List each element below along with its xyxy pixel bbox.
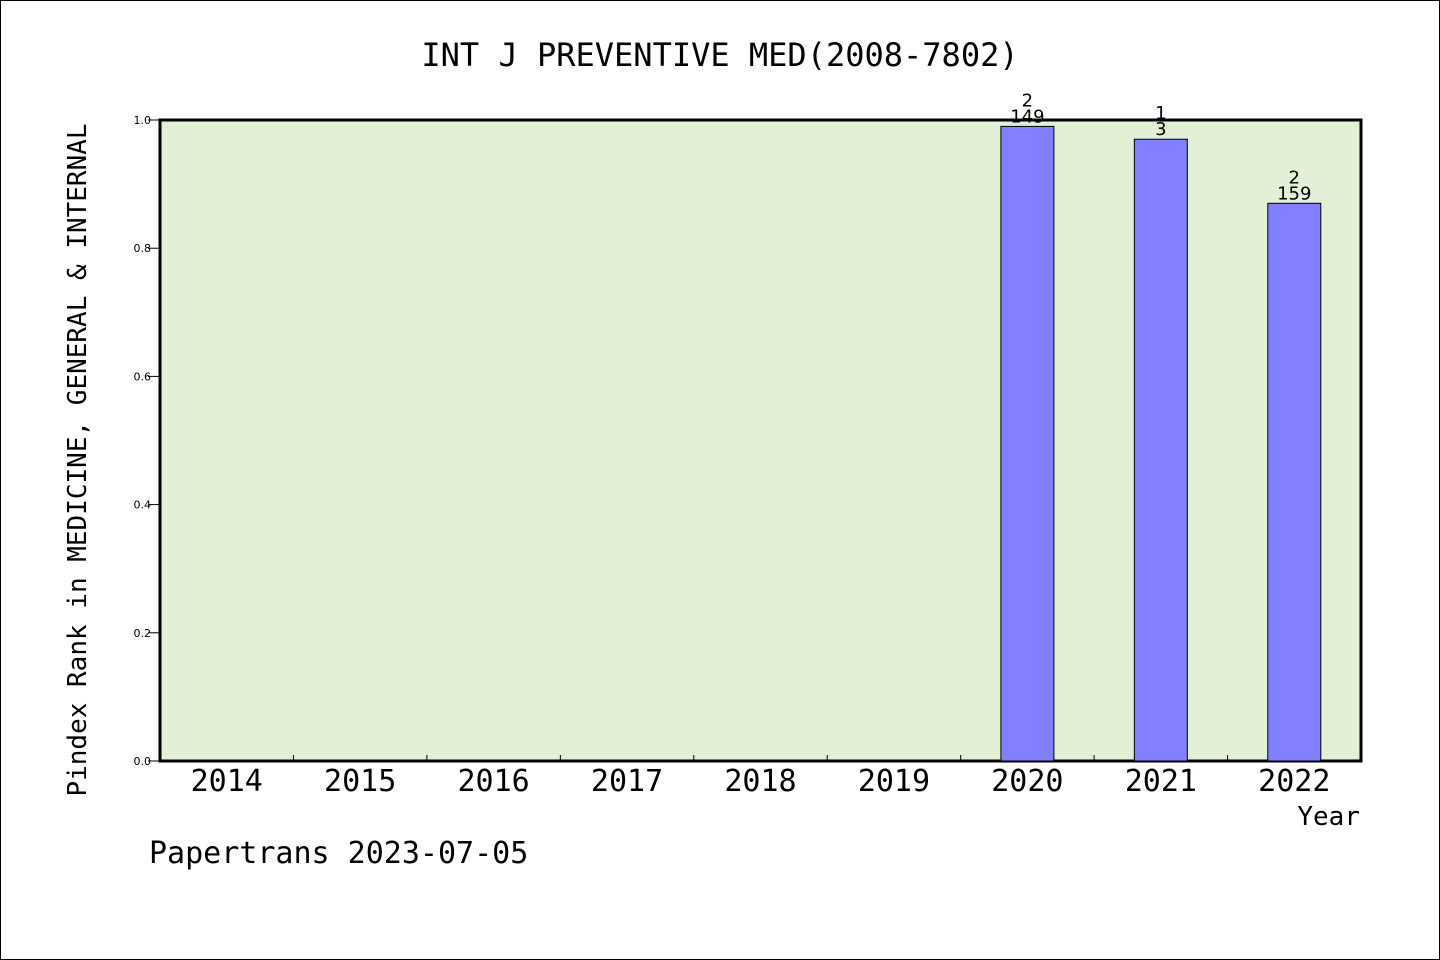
bar-annotation-numerator: 2 (1289, 167, 1300, 188)
x-tick-label-2019: 2019 (858, 764, 930, 799)
y-tick-label: 0.2 (134, 627, 152, 640)
x-axis-ticks: 2014 2015 2016 2017 2018 2019 2020 2021 2022 (191, 755, 1330, 799)
bars (1000, 125, 1322, 762)
x-axis-label: Year (1297, 802, 1360, 832)
x-tick-label-2021: 2021 (1125, 764, 1197, 799)
x-tick-label-2022: 2022 (1258, 764, 1330, 799)
bar-annotation-numerator: 1 (1155, 103, 1166, 124)
bar-annotation-denominator: 3 (1155, 119, 1166, 140)
y-tick-label: 1.0 (134, 114, 152, 127)
bar-2022 (1267, 202, 1322, 762)
bar-2020 (1000, 125, 1055, 762)
x-tick-label-2018: 2018 (724, 764, 796, 799)
y-axis-ticks: 0.0 0.2 0.4 0.6 0.8 1.0 (134, 114, 160, 768)
y-tick-label: 0.8 (134, 242, 152, 255)
bar-annotation-denominator: 159 (1277, 183, 1311, 204)
x-tick-label-2017: 2017 (591, 764, 663, 799)
x-tick-label-2020: 2020 (991, 764, 1063, 799)
y-tick-label: 0.0 (134, 755, 152, 768)
bar-annotation-numerator: 2 (1022, 90, 1033, 111)
y-axis-label: Pindex Rank in MEDICINE, GENERAL & INTER… (63, 123, 93, 796)
y-tick-label: 0.4 (134, 499, 152, 512)
y-tick-label: 0.6 (134, 370, 152, 383)
x-tick-label-2016: 2016 (457, 764, 529, 799)
x-tick-label-2014: 2014 (191, 764, 263, 799)
chart-title: INT J PREVENTIVE MED(2008-7802) (421, 36, 1018, 74)
bar-annotation-denominator: 149 (1010, 106, 1044, 127)
x-tick-label-2015: 2015 (324, 764, 396, 799)
bar-2021 (1133, 138, 1188, 762)
footer-credit: Papertrans 2023-07-05 (149, 836, 528, 871)
